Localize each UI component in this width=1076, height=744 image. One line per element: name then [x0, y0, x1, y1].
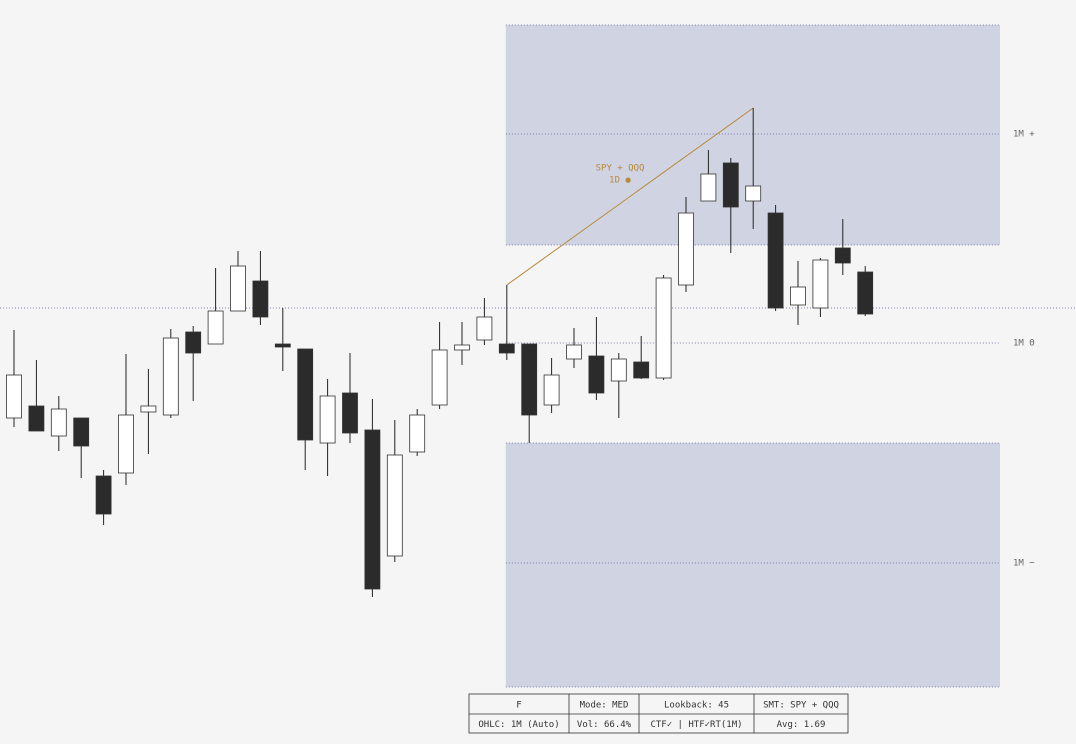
zone: [505, 443, 1000, 687]
candle-body: [252, 280, 269, 318]
candle-body: [678, 212, 694, 286]
candle-body: [476, 316, 493, 341]
smt-sublabel: 1D ●: [609, 176, 631, 186]
candle-body: [140, 405, 157, 413]
level-label: 1M −: [1013, 559, 1035, 569]
candle-body: [274, 343, 291, 348]
candle-body: [857, 271, 874, 315]
smt-line: [506, 107, 754, 286]
candle-body: [28, 405, 45, 432]
candle-body: [342, 392, 358, 434]
candle-body: [230, 265, 246, 312]
table-cell: Lookback: 45: [664, 701, 729, 711]
candle-body: [73, 417, 90, 447]
candle-body: [767, 212, 784, 309]
table-cell: CTF✓ | HTF✓RT(1M): [650, 720, 742, 730]
table-cell: Vol: 66.4%: [577, 720, 632, 730]
candle-body: [386, 454, 403, 557]
candle-body: [543, 374, 560, 406]
candle-body: [118, 414, 134, 474]
info-table: [468, 693, 849, 734]
table-cell: F: [516, 701, 521, 711]
candle-body: [297, 348, 314, 441]
candle-body: [50, 408, 67, 437]
candle-body: [162, 337, 179, 416]
candle-body: [364, 429, 381, 590]
candle-body: [185, 331, 202, 354]
candle-body: [588, 355, 605, 394]
table-cell: Mode: MED: [580, 701, 629, 711]
candle-body: [812, 259, 829, 309]
table-cell: OHLC: 1M (Auto): [478, 720, 559, 730]
table-cell: SMT: SPY + QQQ: [763, 701, 839, 711]
candle-body: [655, 277, 672, 379]
candle-body: [633, 361, 650, 379]
candle-body: [95, 475, 112, 515]
candle-body: [790, 286, 806, 306]
table-cell: Avg: 1.69: [777, 720, 826, 730]
candle-body: [722, 162, 739, 208]
candle-body: [454, 344, 470, 351]
candle-body: [409, 414, 426, 453]
candle-body: [207, 310, 224, 345]
candle-body: [6, 374, 22, 419]
candle-body: [566, 344, 582, 360]
candle-body: [834, 247, 851, 264]
candle-body: [521, 343, 538, 416]
smt-label: SPY + QQQ: [596, 164, 645, 174]
candle-body: [700, 173, 717, 202]
candle-body: [319, 395, 336, 444]
level-label: 1M Θ: [1013, 339, 1035, 349]
candle-body: [610, 358, 627, 382]
level-label: 1M +: [1013, 130, 1035, 140]
candle-body: [431, 349, 448, 406]
candle-body: [498, 343, 515, 354]
candle-body: [745, 185, 762, 202]
